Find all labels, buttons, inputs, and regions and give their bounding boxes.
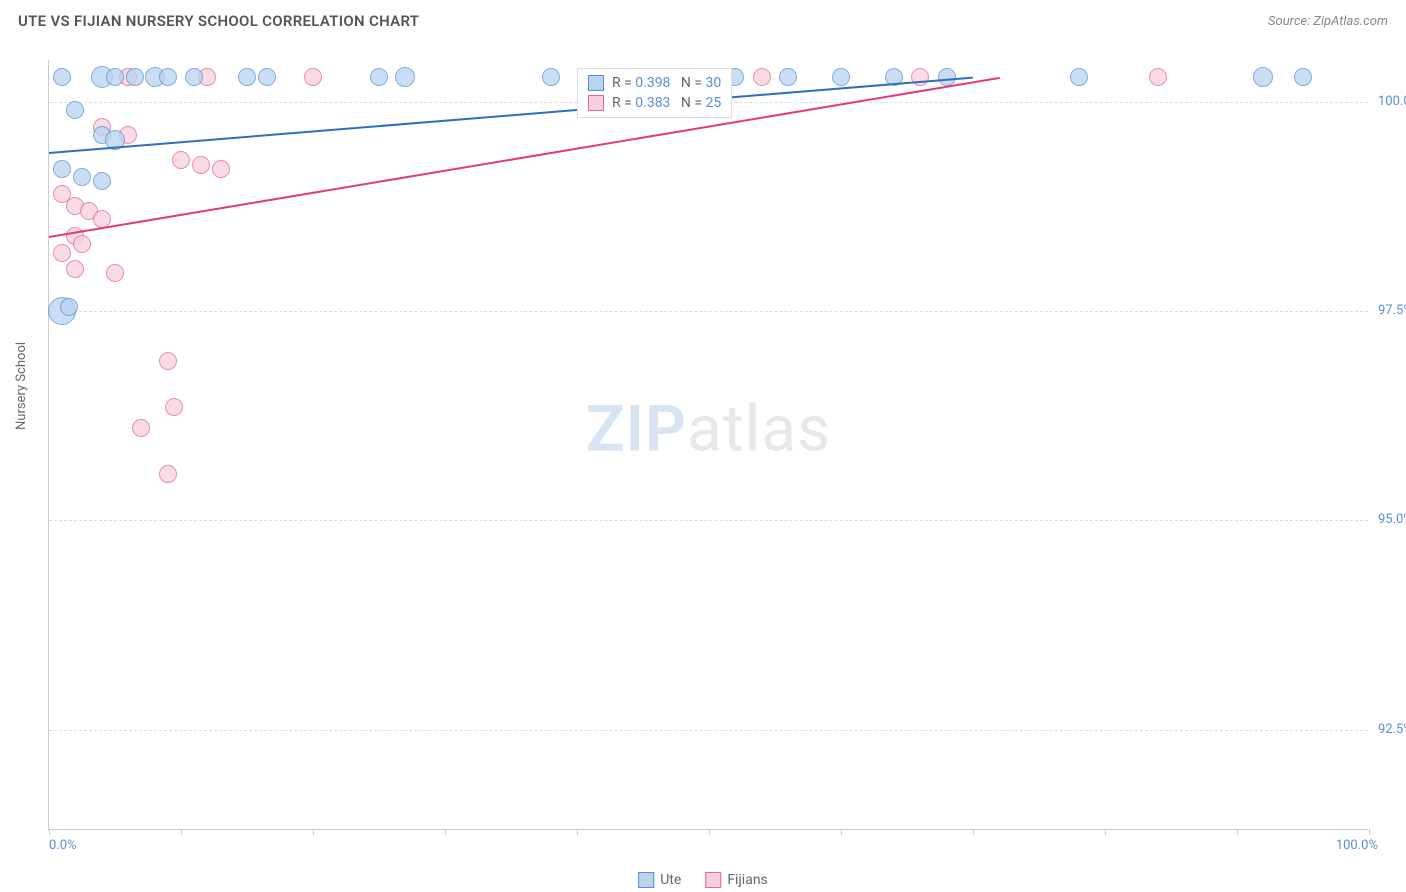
data-point: [185, 68, 203, 86]
x-tick-mark: [49, 829, 50, 835]
data-point: [212, 160, 230, 178]
legend-row: R = 0.398 N = 30: [588, 73, 721, 93]
y-tick-label: 92.5%: [1378, 722, 1406, 737]
legend-item: Fijians: [705, 872, 767, 888]
x-tick-mark: [313, 829, 314, 835]
data-point: [53, 160, 71, 178]
legend-swatch: [638, 872, 654, 888]
data-point: [60, 298, 78, 316]
x-tick-mark: [445, 829, 446, 835]
data-point: [1253, 67, 1273, 87]
gridline: [49, 311, 1368, 312]
x-tick-mark: [1237, 829, 1238, 835]
x-tick-mark: [1105, 829, 1106, 835]
x-tick-mark: [709, 829, 710, 835]
data-point: [1149, 68, 1167, 86]
data-point: [165, 398, 183, 416]
legend-swatch: [705, 872, 721, 888]
x-tick-mark: [181, 829, 182, 835]
data-point: [753, 68, 771, 86]
data-point: [258, 68, 276, 86]
legend-row: R = 0.383 N = 25: [588, 93, 721, 113]
trend-line: [49, 77, 973, 154]
data-point: [106, 264, 124, 282]
bottom-legend: Ute Fijians: [638, 872, 768, 888]
x-tick-mark: [841, 829, 842, 835]
data-point: [159, 352, 177, 370]
y-tick-label: 95.0%: [1378, 512, 1406, 527]
data-point: [779, 68, 797, 86]
data-point: [238, 68, 256, 86]
x-axis-max-label: 100.0%: [1336, 838, 1378, 853]
data-point: [1294, 68, 1312, 86]
data-point: [172, 151, 190, 169]
data-point: [159, 68, 177, 86]
data-point: [304, 68, 322, 86]
data-point: [542, 68, 560, 86]
watermark: ZIPatlas: [586, 392, 831, 467]
chart-source: Source: ZipAtlas.com: [1268, 14, 1388, 29]
x-tick-mark: [973, 829, 974, 835]
data-point: [159, 465, 177, 483]
data-point: [395, 67, 415, 87]
data-point: [93, 172, 111, 190]
data-point: [192, 156, 210, 174]
data-point: [938, 68, 956, 86]
data-point: [370, 68, 388, 86]
data-point: [53, 68, 71, 86]
gridline: [49, 730, 1368, 731]
gridline: [49, 520, 1368, 521]
x-axis-min-label: 0.0%: [49, 838, 77, 853]
data-point: [132, 419, 150, 437]
data-point: [1070, 68, 1088, 86]
legend-swatch: [588, 75, 604, 91]
legend-label: Ute: [660, 872, 681, 888]
legend-text: R = 0.383 N = 25: [612, 95, 721, 111]
data-point: [66, 101, 84, 119]
data-point: [73, 168, 91, 186]
chart-header: UTE VS FIJIAN NURSERY SCHOOL CORRELATION…: [0, 0, 1406, 38]
legend-swatch: [588, 95, 604, 111]
correlation-legend: R = 0.398 N = 30 R = 0.383 N = 25: [577, 68, 732, 118]
y-tick-label: 97.5%: [1378, 303, 1406, 318]
data-point: [53, 244, 71, 262]
data-point: [832, 68, 850, 86]
legend-text: R = 0.398 N = 30: [612, 75, 721, 91]
legend-item: Ute: [638, 872, 681, 888]
y-axis-title: Nursery School: [14, 342, 29, 430]
data-point: [126, 68, 144, 86]
x-tick-mark: [577, 829, 578, 835]
data-point: [66, 260, 84, 278]
y-tick-label: 100.0%: [1378, 94, 1406, 109]
chart-plot-area: ZIPatlas 100.0%97.5%95.0%92.5%0.0%100.0%…: [48, 60, 1368, 830]
x-tick-mark: [1369, 829, 1370, 835]
data-point: [73, 235, 91, 253]
data-point: [106, 68, 124, 86]
legend-label: Fijians: [727, 872, 767, 888]
chart-title: UTE VS FIJIAN NURSERY SCHOOL CORRELATION…: [18, 12, 419, 30]
